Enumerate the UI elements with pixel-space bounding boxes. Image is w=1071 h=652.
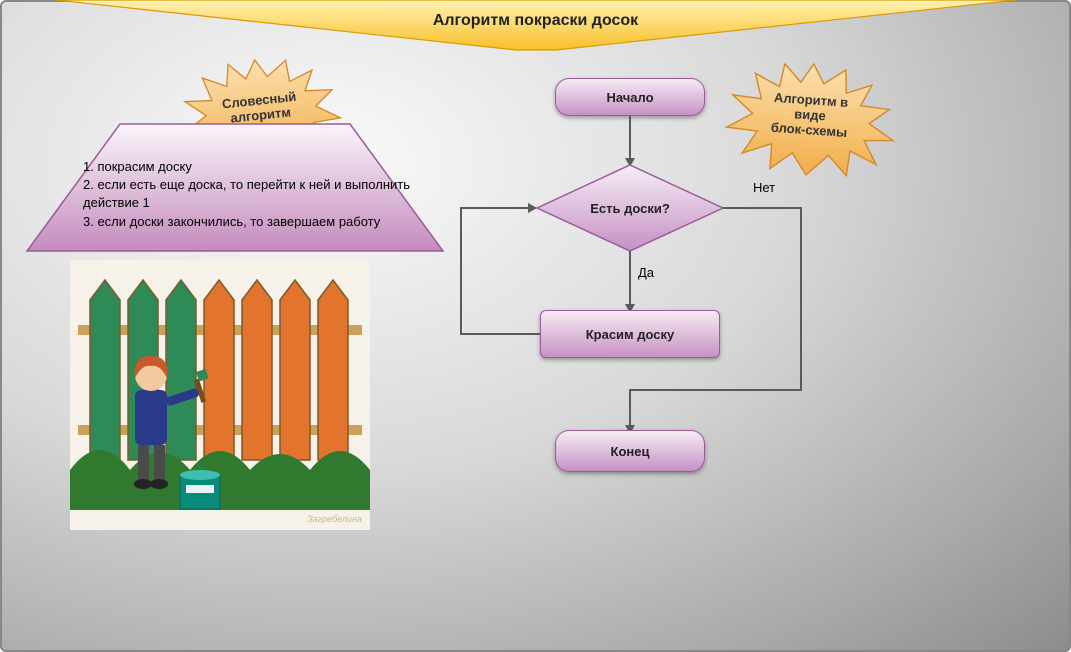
edge-loop-h2: [460, 207, 530, 209]
illustration-watermark: Загребелина: [307, 514, 362, 524]
node-end-label: Конец: [611, 444, 650, 459]
edge-label-no: Нет: [753, 180, 775, 195]
edge-start-decision: [629, 116, 631, 160]
starburst-flowchart-label: Алгоритм в виде блок-схемы: [759, 89, 862, 141]
verbal-algorithm-text: 1. покрасим доску 2. если есть еще доска…: [83, 158, 425, 231]
node-process-label: Красим доску: [586, 327, 675, 342]
edge-label-yes: Да: [638, 265, 654, 280]
arrowhead-icon: [528, 203, 537, 213]
node-start: Начало: [555, 78, 705, 116]
edge-no-h1: [723, 207, 800, 209]
verbal-line-2: 2. если есть еще доска, то перейти к ней…: [83, 176, 425, 212]
node-decision: Есть доски?: [535, 163, 725, 253]
edge-no-v: [800, 207, 802, 389]
painting-illustration: Загребелина: [70, 260, 370, 530]
node-start-label: Начало: [606, 90, 653, 105]
edge-decision-process: [629, 251, 631, 306]
starburst-flowchart: Алгоритм в виде блок-схемы: [710, 60, 910, 175]
node-end: Конец: [555, 430, 705, 472]
edge-loop-v: [460, 207, 462, 335]
slide-stage: Алгоритм покраски досок Словесный алгори…: [0, 0, 1071, 652]
edge-no-v2: [629, 389, 631, 427]
node-process: Красим доску: [540, 310, 720, 358]
edge-loop-h1: [460, 333, 540, 335]
verbal-line-1: 1. покрасим доску: [83, 158, 425, 176]
node-decision-label: Есть доски?: [590, 201, 670, 216]
verbal-algorithm-panel: 1. покрасим доску 2. если есть еще доска…: [25, 120, 445, 255]
edge-no-h2: [630, 389, 802, 391]
verbal-line-3: 3. если доски закончились, то завершаем …: [83, 213, 425, 231]
slide-title: Алгоритм покраски досок: [56, 12, 1016, 30]
title-banner: Алгоритм покраски досок: [56, 0, 1016, 54]
